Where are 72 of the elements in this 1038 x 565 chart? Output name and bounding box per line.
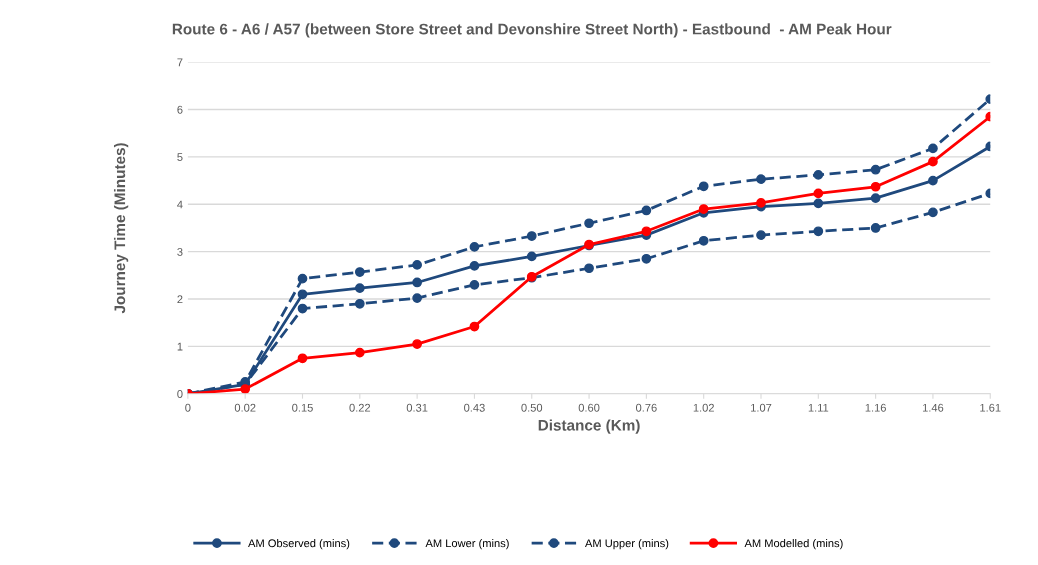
legend-label: AM Modelled (mins) <box>744 538 843 550</box>
x-axis-title: Distance (Km) <box>538 419 640 434</box>
x-tick-label: 0.22 <box>349 403 371 412</box>
y-tick-label: 3 <box>177 247 183 256</box>
point <box>297 289 308 300</box>
point <box>698 204 709 214</box>
x-tick-label: 1.07 <box>751 403 772 412</box>
point <box>928 156 938 167</box>
y-tick-label: 6 <box>177 105 183 114</box>
x-tick-label: 0.02 <box>234 403 256 412</box>
x-tick-label: 1.46 <box>922 403 944 412</box>
point <box>698 235 709 246</box>
point <box>469 321 480 332</box>
point <box>813 198 824 209</box>
x-tick-label: 0.60 <box>578 403 600 412</box>
point <box>756 174 766 185</box>
point <box>928 207 938 218</box>
point <box>240 384 251 394</box>
chart-title: Route 6 - A6 / A57 (between Store Street and Devonshire Street North) - Eastbound - AM Peak Hour <box>172 23 892 38</box>
y-tick-label: 4 <box>177 200 183 209</box>
point <box>354 283 365 294</box>
x-tick-label: 1.16 <box>865 403 886 412</box>
y-tick-label: 0 <box>177 390 183 398</box>
point <box>756 198 766 208</box>
point <box>641 253 652 264</box>
x-tick-label: 1.02 <box>693 403 714 412</box>
point <box>297 353 308 364</box>
point <box>584 218 594 229</box>
point <box>870 193 881 203</box>
point <box>928 175 938 186</box>
x-tick-label: 0.76 <box>636 403 657 412</box>
y-tick-label: 5 <box>177 153 183 162</box>
point <box>412 260 422 270</box>
point <box>641 226 652 237</box>
point <box>354 267 365 277</box>
point <box>297 273 308 284</box>
x-tick-label: 0.31 <box>406 403 428 412</box>
point <box>813 170 824 180</box>
point <box>469 261 480 271</box>
y-tick-label: 7 <box>177 58 183 67</box>
point <box>412 339 422 349</box>
x-tick-label: 1.61 <box>980 403 1001 412</box>
point <box>928 143 938 154</box>
point <box>469 279 480 290</box>
x-tick-label: 0.15 <box>292 403 313 412</box>
point <box>584 263 594 274</box>
x-tick-label: 0.43 <box>464 403 485 412</box>
x-tick-label: 1.11 <box>808 403 829 412</box>
point <box>698 181 709 192</box>
point <box>412 293 422 303</box>
point <box>870 181 881 192</box>
point <box>354 298 365 309</box>
y-tick-label: 1 <box>177 342 183 351</box>
x-tick-label: 0.50 <box>521 403 543 412</box>
point <box>297 303 308 314</box>
point <box>813 188 824 199</box>
legend-label: AM Observed (mins) <box>248 538 350 550</box>
point <box>526 251 537 262</box>
point <box>641 205 652 216</box>
point <box>870 164 881 175</box>
legend-label: AM Upper (mins) <box>585 538 669 550</box>
y-tick-label: 2 <box>177 295 183 304</box>
point <box>813 226 824 237</box>
point <box>412 277 422 288</box>
point <box>469 242 480 252</box>
point <box>354 347 365 358</box>
legend-label: AM Lower (mins) <box>425 538 509 550</box>
point <box>756 230 766 240</box>
y-axis-title: Journey Time (Minutes) <box>113 143 129 314</box>
x-tick-label: 0 <box>185 403 191 412</box>
point <box>870 223 881 233</box>
point <box>526 231 537 241</box>
